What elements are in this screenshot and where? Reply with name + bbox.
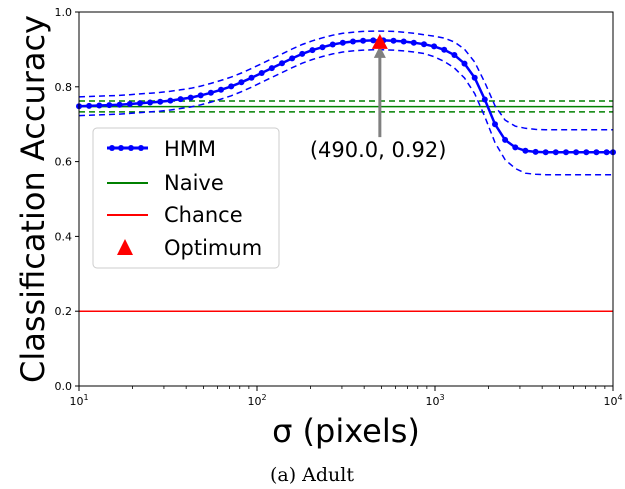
legend-chance-label: Chance	[164, 203, 243, 227]
x-axis-label: σ (pixels)	[272, 412, 420, 450]
hmm-point	[451, 52, 458, 58]
hmm-point	[197, 92, 204, 99]
y-axis-label: Classification Accuracy	[14, 15, 52, 383]
hmm-point	[268, 65, 275, 72]
hmm-point	[157, 98, 164, 105]
annotation-arrow-head	[373, 45, 386, 58]
legend-naive-label: Naive	[164, 171, 224, 195]
hmm-point	[207, 89, 214, 96]
hmm-point	[431, 43, 438, 50]
hmm-point	[238, 79, 245, 86]
hmm-point	[573, 149, 580, 156]
hmm-point	[289, 55, 296, 62]
legend-box	[92, 127, 280, 269]
x-tick-label: 102	[247, 393, 266, 408]
plot-frame	[78, 11, 614, 387]
legend-hmm-marker	[118, 145, 124, 151]
legend-hmm-marker	[138, 145, 144, 151]
y-tick-label: 0.8	[55, 81, 73, 94]
hmm-point	[350, 38, 356, 45]
hmm-point	[86, 102, 93, 109]
y-tick-label: 0.4	[55, 230, 73, 243]
hmm-point	[532, 148, 539, 155]
hmm-point	[147, 99, 154, 106]
figure-caption: (a) Adult	[270, 464, 354, 486]
hmm-point	[218, 86, 224, 93]
legend-hmm-marker	[128, 145, 134, 151]
y-tick-label: 0.2	[55, 305, 73, 318]
plot-content: (490.0, 0.92)	[76, 30, 616, 312]
hmm-point	[502, 136, 509, 143]
hmm-point	[522, 147, 529, 154]
hmm-point	[116, 101, 123, 108]
hmm-point	[96, 102, 103, 109]
hmm-point	[228, 83, 235, 90]
legend-optimum-marker	[117, 239, 133, 255]
hmm-point	[258, 70, 265, 76]
legend: HMM Naive Chance Optimum	[92, 127, 280, 269]
hmm-point	[400, 38, 407, 45]
optimum-marker	[371, 33, 388, 49]
hmm-point	[309, 47, 316, 54]
hmm-point	[370, 37, 377, 44]
hmm-point	[563, 149, 569, 156]
legend-hmm-label: HMM	[164, 137, 216, 161]
hmm-point	[106, 102, 113, 109]
hmm-point	[329, 41, 336, 48]
axes: 0.0 0.2 0.4 0.6 0.8 1.0 101 102 103 104	[55, 6, 623, 408]
annotation-label: (490.0, 0.92)	[310, 138, 447, 162]
hmm-point	[339, 39, 346, 46]
hmm-point	[421, 41, 427, 48]
y-tick-label: 0.6	[55, 156, 73, 169]
hmm-ci-upper	[78, 30, 613, 131]
x-tick-label: 104	[603, 393, 622, 408]
hmm-point	[410, 39, 417, 46]
hmm-point	[583, 149, 590, 156]
hmm-point	[299, 50, 306, 57]
hmm-point	[248, 74, 255, 81]
hmm-point	[167, 97, 174, 104]
hmm-point	[360, 37, 367, 44]
hmm-point	[441, 46, 448, 53]
hmm-ci-lower	[78, 49, 613, 176]
hmm-point	[512, 144, 519, 151]
hmm-point	[603, 149, 610, 156]
y-tick-label: 0.0	[55, 380, 73, 393]
legend-optimum-label: Optimum	[164, 236, 262, 260]
hmm-point	[492, 121, 498, 128]
hmm-point	[461, 60, 468, 67]
y-tick-label: 1.0	[55, 6, 73, 19]
x-tick-label: 103	[425, 393, 444, 408]
hmm-point	[319, 44, 326, 51]
hmm-point	[552, 149, 559, 156]
hmm-point	[126, 101, 133, 107]
hmm-point	[177, 96, 184, 103]
hmm-point	[471, 74, 478, 81]
x-tick-label: 101	[69, 393, 88, 408]
legend-hmm-marker	[109, 145, 115, 151]
hmm-point	[481, 96, 488, 103]
hmm-point	[279, 60, 285, 67]
hmm-point	[390, 37, 397, 44]
hmm-point	[137, 100, 143, 107]
hmm-point	[542, 149, 549, 156]
hmm-point	[593, 149, 600, 156]
hmm-point	[187, 94, 194, 101]
